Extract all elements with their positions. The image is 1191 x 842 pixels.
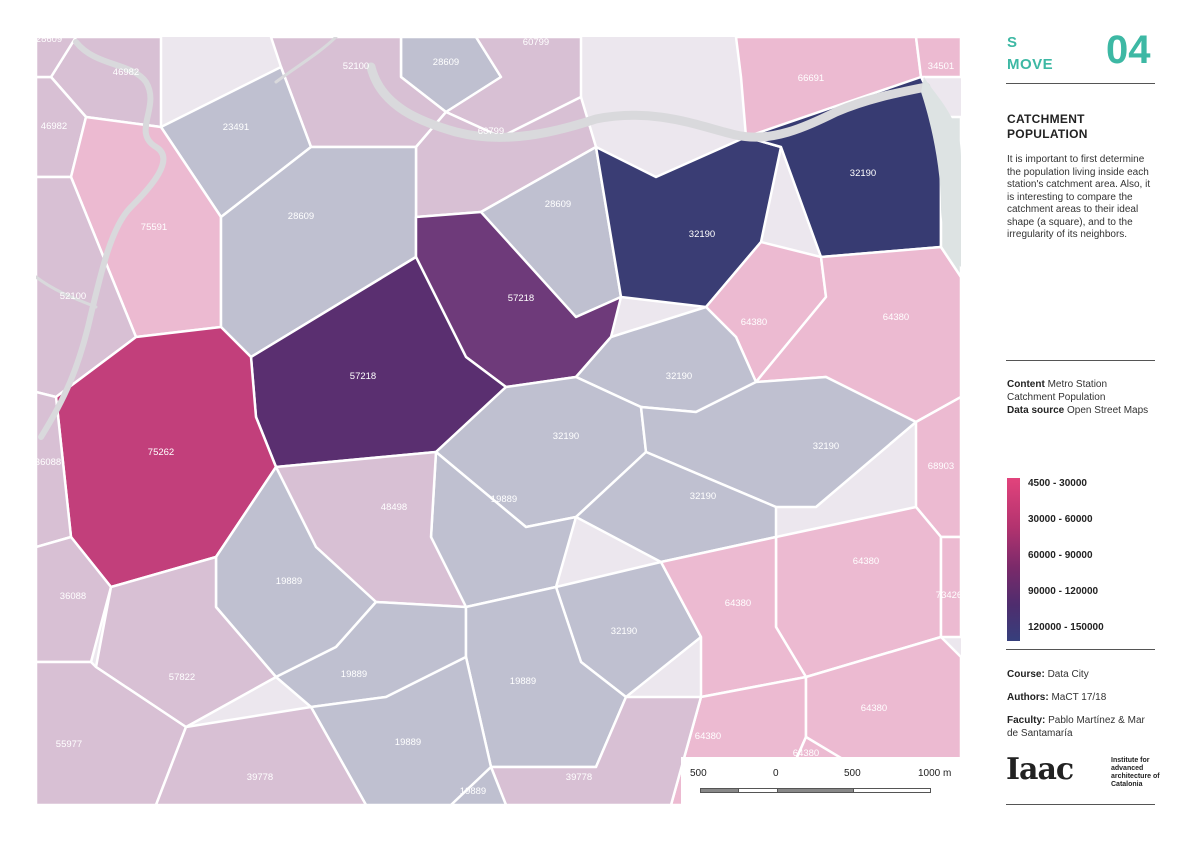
divider-top — [1006, 83, 1155, 84]
cell-population-label: 57822 — [169, 672, 195, 683]
legend-item-1: 4500 - 30000 — [1028, 478, 1087, 489]
cell-population-label: 64380 — [883, 312, 909, 323]
section-description: It is important to first determine the p… — [1007, 154, 1151, 240]
brand-line-1: S — [1007, 34, 1018, 51]
cell-population-label: 46982 — [113, 67, 139, 78]
cell-population-label: 68903 — [928, 461, 954, 472]
cell-population-label: 19889 — [341, 669, 367, 680]
scale-label-500-left: 500 — [690, 768, 707, 779]
cell-population-label: 39778 — [247, 772, 273, 783]
cell-population-label: 64380 — [853, 556, 879, 567]
scale-bar: 500 0 500 1000 m — [681, 757, 961, 805]
credit-faculty: Faculty: Pablo Martínez & Mar de Santama… — [1007, 715, 1157, 740]
cell-population-label: 52100 — [60, 291, 86, 302]
cell-population-label: 60799 — [478, 126, 504, 137]
cell-population-label: 39778 — [566, 772, 592, 783]
cell-population-label: 32190 — [689, 229, 715, 240]
catchment-cell[interactable] — [449, 765, 508, 805]
cell-population-label: 36088 — [36, 457, 61, 468]
section-title: CATCHMENT POPULATION — [1007, 112, 1088, 141]
cell-population-label: 32190 — [553, 431, 579, 442]
catchment-map[interactable]: 28609 52100 23491 46982 46982 60799 60799 66691… — [36, 37, 961, 805]
catchment-cell[interactable] — [914, 37, 961, 79]
divider-bottom — [1006, 804, 1155, 805]
cell-population-label: 23491 — [223, 122, 249, 133]
cell-population-label: 28609 — [288, 211, 314, 222]
cell-population-label: 28609 — [545, 199, 571, 210]
cell-population-label: 55977 — [56, 739, 82, 750]
cell-population-label: 73426 — [936, 590, 961, 601]
cell-population-label: 19889 — [460, 786, 486, 797]
cell-population-label: 46982 — [41, 121, 67, 132]
legend-color-ramp — [1007, 478, 1020, 641]
catchment-cells — [36, 37, 961, 805]
catchment-cell[interactable] — [489, 695, 703, 805]
cell-population-label: 57218 — [508, 293, 534, 304]
authors-label: Authors: — [1007, 692, 1049, 703]
cell-population-label: 32190 — [850, 168, 876, 179]
cell-population-label: 36088 — [60, 591, 86, 602]
credit-course: Course: Data City — [1007, 669, 1157, 682]
cell-population-label: 64380 — [725, 598, 751, 609]
content-label: Content — [1007, 379, 1045, 390]
cell-population-label: 64380 — [695, 731, 721, 742]
cell-population-label: 64380 — [741, 317, 767, 328]
cell-population-label: 60799 — [523, 37, 549, 48]
cell-population-label: 32190 — [611, 626, 637, 637]
brand-line-2: MOVE — [1007, 56, 1054, 73]
cell-population-label: 64380 — [793, 748, 819, 759]
iaac-logo-text: Institute for advanced architecture of C… — [1111, 757, 1160, 788]
authors-value: MaCT 17/18 — [1051, 692, 1107, 703]
cell-population-label: 57218 — [350, 371, 376, 382]
legend-item-3: 60000 - 90000 — [1028, 550, 1093, 561]
iaac-logo: Iaac — [1006, 752, 1074, 787]
cell-population-label: 19889 — [395, 737, 421, 748]
cell-population-label: 28609 — [433, 57, 459, 68]
catchment-cell[interactable] — [939, 535, 961, 639]
scale-segment-3 — [777, 788, 854, 793]
cell-population-label: 66691 — [798, 73, 824, 84]
legend-item-5: 120000 - 150000 — [1028, 622, 1104, 633]
scale-segment-1 — [700, 788, 739, 793]
legend-item-2: 30000 - 60000 — [1028, 514, 1093, 525]
course-value: Data City — [1047, 669, 1089, 680]
voronoi-map-svg: 28609 52100 23491 46982 46982 60799 60799 66691… — [36, 37, 961, 805]
scale-label-0: 0 — [773, 768, 779, 779]
faculty-label: Faculty: — [1007, 715, 1046, 726]
cell-population-label: 75591 — [141, 222, 167, 233]
credit-authors: Authors: MaCT 17/18 — [1007, 692, 1157, 705]
catchment-cell[interactable] — [36, 37, 78, 79]
cell-population-label: 19889 — [276, 576, 302, 587]
divider-credits — [1006, 649, 1155, 650]
scale-label-1000: 1000 m — [918, 768, 952, 779]
river-and-roads — [36, 37, 931, 440]
cell-population-label: 19889 — [510, 676, 536, 687]
sea-area — [921, 77, 961, 267]
legend-item-4: 90000 - 120000 — [1028, 586, 1099, 597]
cell-population-label: 64380 — [861, 703, 887, 714]
faculty-value: Pablo Martínez & Mar de Santamaría — [1007, 715, 1145, 739]
source-label: Data source — [1007, 405, 1065, 416]
cell-population-label: 32190 — [690, 491, 716, 502]
cell-population-label: 48498 — [381, 502, 407, 513]
cell-population-label: 19889 — [491, 494, 517, 505]
content-value: Metro Station Catchment Population — [1007, 379, 1108, 403]
course-label: Course: — [1007, 669, 1045, 680]
cell-population-label: 32190 — [813, 441, 839, 452]
scale-label-500: 500 — [844, 768, 861, 779]
cell-population-label: 75262 — [148, 447, 174, 458]
page-number: 04 — [1106, 28, 1151, 72]
cell-population-label: 28609 — [36, 37, 62, 45]
divider-meta — [1006, 360, 1155, 361]
catchment-cell[interactable] — [36, 535, 113, 664]
cell-population-label: 32190 — [666, 371, 692, 382]
scale-segment-2 — [738, 788, 778, 793]
metadata-block: Content Metro Station Catchment Populati… — [1007, 378, 1155, 417]
cell-population-label: 52100 — [343, 61, 369, 72]
source-value: Open Street Maps — [1067, 405, 1149, 416]
cell-population-label: 34501 — [928, 61, 954, 72]
catchment-cell[interactable] — [154, 705, 368, 805]
scale-segment-4 — [853, 788, 931, 793]
